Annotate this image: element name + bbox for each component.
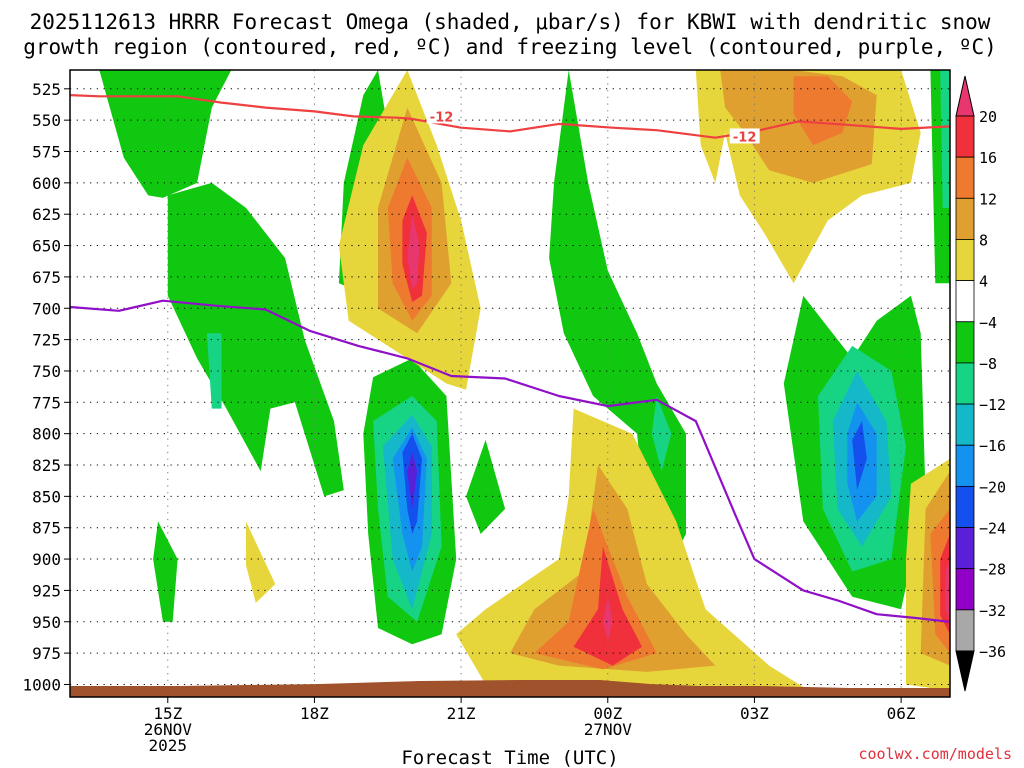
colorbar-swatch-8 xyxy=(955,444,975,487)
x-tick-label-15-2: 2025 xyxy=(149,736,188,755)
colorbar-label-12: −32 xyxy=(979,602,1006,620)
colorbar-bottom-arrow xyxy=(955,650,975,692)
omega-region-neg4-1 xyxy=(167,182,344,497)
y-tick-label-900: 900 xyxy=(32,550,61,569)
x-tick-label-30-0: 06Z xyxy=(887,704,916,723)
colorbar-label-11: −28 xyxy=(979,561,1006,579)
omega-region-pos20-1 xyxy=(602,596,613,641)
colorbar-label-1: 16 xyxy=(979,149,997,167)
colorbar-label-6: −8 xyxy=(979,355,997,373)
y-tick-label-775: 775 xyxy=(32,393,61,412)
chart-title-line-2: growth region (contoured, red, ºC) and f… xyxy=(23,35,997,59)
colorbar-swatch-6 xyxy=(955,362,975,405)
omega-region-pos20-0 xyxy=(407,214,420,290)
omega-region-neg8-0 xyxy=(206,333,222,409)
colorbar: 20 16 12 8 4 −4 −8 −12 −16 −20 −24 −28 −32 −36 xyxy=(955,75,1006,692)
colorbar-label-13: −36 xyxy=(979,643,1006,661)
colorbar-top-arrow xyxy=(955,75,975,117)
y-tick-label-650: 650 xyxy=(32,237,61,256)
contour-label-1: -12 xyxy=(733,130,757,145)
colorbar-swatch-9 xyxy=(955,485,975,528)
y-tick-label-825: 825 xyxy=(32,456,61,475)
y-tick-label-525: 525 xyxy=(32,80,61,99)
y-tick-label-550: 550 xyxy=(32,111,61,130)
omega-region-neg24-0 xyxy=(407,452,418,509)
y-tick-label-1000: 1000 xyxy=(22,675,61,694)
x-tick-label-18-0: 18Z xyxy=(300,704,329,723)
colorbar-label-2: 12 xyxy=(979,190,997,208)
y-axis: 525 550 575 600 625 650 675 700 725 750 775 800 825 8… xyxy=(22,80,70,694)
y-tick-label-925: 925 xyxy=(32,581,61,600)
omega-region-neg4-6 xyxy=(549,70,686,572)
omega-region-pos12-2 xyxy=(793,76,853,146)
contour-label-bg-0 xyxy=(426,108,457,124)
plot-frame xyxy=(69,69,951,698)
y-tick-label-850: 850 xyxy=(32,487,61,506)
omega-region-neg4-5 xyxy=(466,439,506,534)
x-tick-label-24-1: 27NOV xyxy=(584,720,633,739)
colorbar-label-9: −20 xyxy=(979,478,1006,496)
colorbar-label-10: −24 xyxy=(979,520,1006,538)
y-tick-label-625: 625 xyxy=(32,205,61,224)
omega-shading xyxy=(99,70,950,691)
chart-title-line-1: 2025112613 HRRR Forecast Omega (shaded, … xyxy=(30,10,991,34)
omega-region-neg20-1 xyxy=(852,421,867,491)
y-tick-label-875: 875 xyxy=(32,519,61,538)
colorbar-swatch-1 xyxy=(955,156,975,199)
omega-region-pos4-1 xyxy=(246,521,276,603)
x-tick-label-15-1: 26NOV xyxy=(144,720,193,739)
x-tick-label-24-0: 00Z xyxy=(593,704,622,723)
omega-region-neg8-4 xyxy=(940,70,950,208)
colorbar-swatch-4 xyxy=(955,280,975,323)
colorbar-label-4: 4 xyxy=(979,273,988,291)
colorbar-swatch-5 xyxy=(955,321,975,364)
omega-region-neg4-0 xyxy=(99,70,232,198)
contour-label-0: -12 xyxy=(430,110,454,125)
colorbar-swatch-0 xyxy=(955,115,975,158)
contour-lines: -12 -12 xyxy=(70,94,950,623)
y-tick-label-600: 600 xyxy=(32,174,61,193)
y-tick-label-675: 675 xyxy=(32,268,61,287)
y-tick-label-750: 750 xyxy=(32,362,61,381)
y-tick-label-800: 800 xyxy=(32,425,61,444)
x-tick-label-27-0: 03Z xyxy=(740,704,769,723)
x-tick-label-21-0: 21Z xyxy=(447,704,476,723)
terrain-ground xyxy=(70,680,950,697)
omega-region-neg8-2 xyxy=(651,396,672,472)
omega-region-neg4-2 xyxy=(153,521,178,622)
dgz-minus12-contour xyxy=(70,94,950,139)
colorbar-swatch-7 xyxy=(955,403,975,446)
colorbar-swatch-12 xyxy=(955,609,975,652)
colorbar-label-0: 20 xyxy=(979,108,997,126)
x-axis-label: Forecast Time (UTC) xyxy=(401,747,618,768)
x-tick-label-15-0: 15Z xyxy=(153,704,182,723)
y-tick-label-700: 700 xyxy=(32,299,61,318)
contour-label-bg-1 xyxy=(729,128,760,144)
colorbar-label-8: −16 xyxy=(979,437,1006,455)
colorbar-swatch-11 xyxy=(955,568,975,611)
y-tick-label-950: 950 xyxy=(32,613,61,632)
y-tick-label-975: 975 xyxy=(32,644,61,663)
colorbar-swatch-3 xyxy=(955,239,975,282)
credit-text: coolwx.com/models xyxy=(858,745,1012,763)
colorbar-label-7: −12 xyxy=(979,396,1006,414)
colorbar-label-3: 8 xyxy=(979,231,988,249)
y-tick-label-725: 725 xyxy=(32,331,61,350)
colorbar-swatch-2 xyxy=(955,197,975,240)
colorbar-swatch-10 xyxy=(955,527,975,570)
y-tick-label-575: 575 xyxy=(32,143,61,162)
freezing-level-contour xyxy=(70,299,950,623)
omega-region-pos20-2 xyxy=(945,559,950,622)
colorbar-label-5: −4 xyxy=(979,314,997,332)
